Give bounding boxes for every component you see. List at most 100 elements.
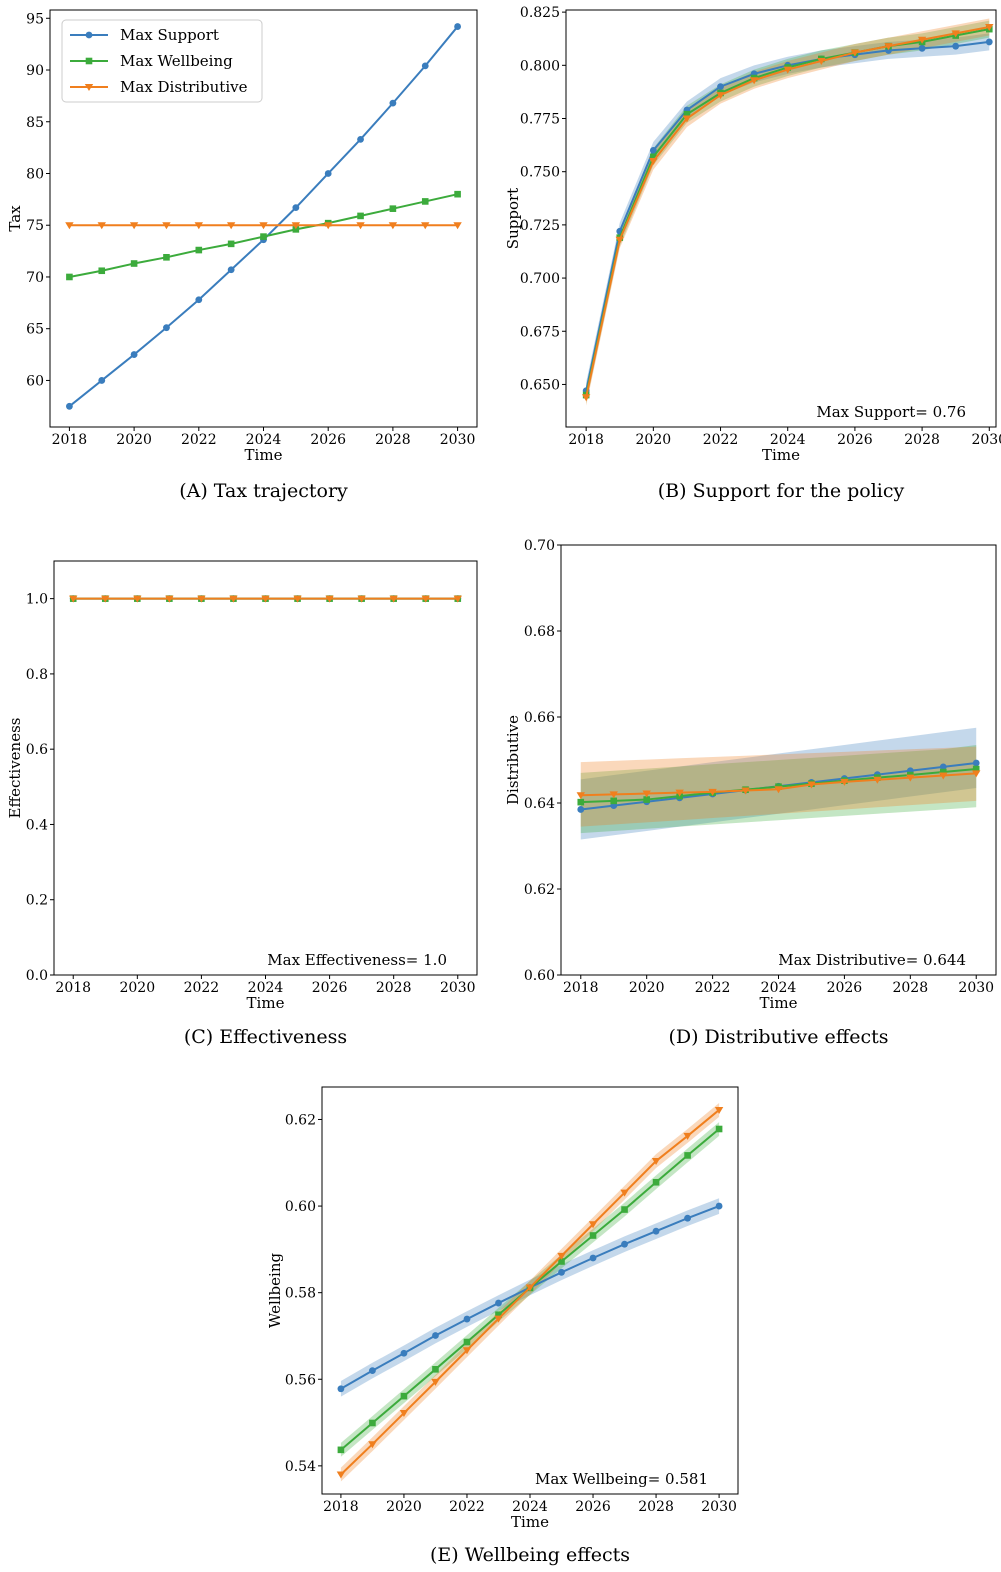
- data-point: [610, 797, 618, 805]
- x-tick-label: 2018: [563, 980, 599, 996]
- legend-box: [61, 19, 263, 103]
- data-point: [783, 66, 792, 74]
- data-point: [163, 324, 170, 332]
- data-point: [453, 222, 462, 230]
- x-tick-label: 2024: [248, 980, 284, 996]
- y-tick-label: 0.54: [285, 1459, 316, 1475]
- data-point: [906, 774, 915, 782]
- data-point: [130, 260, 138, 267]
- y-tick-label: 0.66: [524, 710, 555, 726]
- data-point: [388, 222, 398, 230]
- x-tick-label: 2020: [116, 432, 152, 448]
- plot-area: [576, 727, 981, 840]
- data-point: [65, 222, 74, 230]
- data-point: [884, 43, 893, 51]
- data-point: [357, 595, 366, 603]
- x-tick-label: 2030: [971, 432, 1001, 448]
- data-point: [715, 1125, 723, 1133]
- data-point: [431, 1378, 440, 1386]
- data-point: [972, 759, 980, 767]
- x-tick-label: 2026: [310, 432, 346, 448]
- data-point: [399, 1410, 409, 1418]
- data-point: [620, 1189, 629, 1197]
- y-tick-label: 0.70: [524, 538, 555, 554]
- y-tick-label: 0.58: [285, 1286, 316, 1302]
- data-point: [462, 1347, 472, 1355]
- x-tick-label: 2018: [52, 432, 88, 448]
- data-point: [227, 240, 235, 248]
- x-tick-label: 2022: [695, 980, 731, 996]
- data-point: [952, 42, 960, 50]
- data-point: [495, 1299, 502, 1307]
- confidence-band: [586, 33, 990, 400]
- data-point: [939, 763, 947, 771]
- data-point: [951, 30, 960, 38]
- data-point: [972, 765, 980, 773]
- data-point: [195, 246, 203, 254]
- legend: Max Support Max Wellbeing Max Distributive: [61, 19, 263, 103]
- data-point: [292, 226, 300, 233]
- y-tick-label: 0.675: [520, 324, 560, 340]
- x-tick-label: 2022: [181, 432, 217, 448]
- data-point: [226, 222, 236, 230]
- data-point: [621, 1240, 628, 1248]
- data-point: [162, 222, 171, 230]
- data-point: [652, 1178, 660, 1186]
- chart-panel-e: 2018 2020 2022 2024 2026 2028 2030 0.54 0.56 0.58…: [266, 1086, 739, 1566]
- data-point: [807, 781, 816, 789]
- confidence-band: [340, 1198, 720, 1397]
- plot-frame: [565, 9, 997, 428]
- y-axis-label: Effectiveness: [6, 718, 24, 819]
- data-point: [985, 24, 994, 32]
- plot-area: [69, 595, 462, 603]
- x-tick-label: 2024: [761, 980, 797, 996]
- data-point: [336, 1471, 346, 1479]
- legend-label: Max Support: [120, 26, 219, 44]
- data-point: [939, 772, 948, 780]
- y-tick-label: 0.700: [520, 271, 560, 287]
- data-point: [642, 790, 651, 798]
- data-point: [494, 1315, 503, 1323]
- y-tick-label: 80: [26, 166, 44, 182]
- panel-caption: (E) Wellbeing effects: [430, 1544, 630, 1566]
- y-tick-label: 0.62: [524, 882, 555, 898]
- x-tick-label: 2020: [386, 1499, 422, 1515]
- data-point: [227, 266, 235, 274]
- x-tick-label: 2024: [770, 432, 806, 448]
- y-tick-label: 90: [26, 63, 44, 79]
- x-tick-label: 2030: [440, 980, 476, 996]
- data-point: [325, 595, 334, 603]
- y-tick-label: 0.4: [26, 817, 48, 833]
- data-point: [259, 222, 268, 230]
- chart-panel-b: 2018 2020 2022 2024 2026 2028 2030 0.650 0.675 0.…: [504, 5, 1001, 502]
- data-point: [650, 153, 657, 161]
- data-point: [609, 791, 618, 799]
- y-tick-label: 60: [26, 373, 44, 389]
- data-point: [682, 115, 692, 123]
- plot-area: [336, 1103, 724, 1482]
- data-point: [324, 170, 332, 177]
- y-axis-label: Wellbeing: [266, 1253, 284, 1329]
- data-point: [621, 1206, 628, 1213]
- data-point: [525, 1284, 535, 1292]
- data-point: [652, 1227, 660, 1235]
- x-tick-label: 2020: [119, 980, 155, 996]
- legend-label: Max Distributive: [120, 78, 248, 96]
- panel-caption: (D) Distributive effects: [668, 1026, 888, 1048]
- data-point: [389, 205, 397, 212]
- x-tick-label: 2026: [827, 980, 863, 996]
- y-tick-label: 0.725: [520, 218, 560, 234]
- data-point: [97, 222, 106, 230]
- y-axis-label: Support: [504, 188, 522, 249]
- y-tick-label: 0.56: [285, 1372, 316, 1388]
- y-tick-label: 0.68: [524, 624, 555, 640]
- x-axis-label: Time: [247, 994, 285, 1012]
- data-point: [576, 792, 585, 800]
- data-point: [774, 786, 783, 794]
- x-tick-label: 2030: [958, 980, 994, 996]
- x-tick-label: 2018: [568, 432, 604, 448]
- data-point: [357, 135, 364, 143]
- data-point: [197, 595, 206, 603]
- data-point: [195, 296, 203, 304]
